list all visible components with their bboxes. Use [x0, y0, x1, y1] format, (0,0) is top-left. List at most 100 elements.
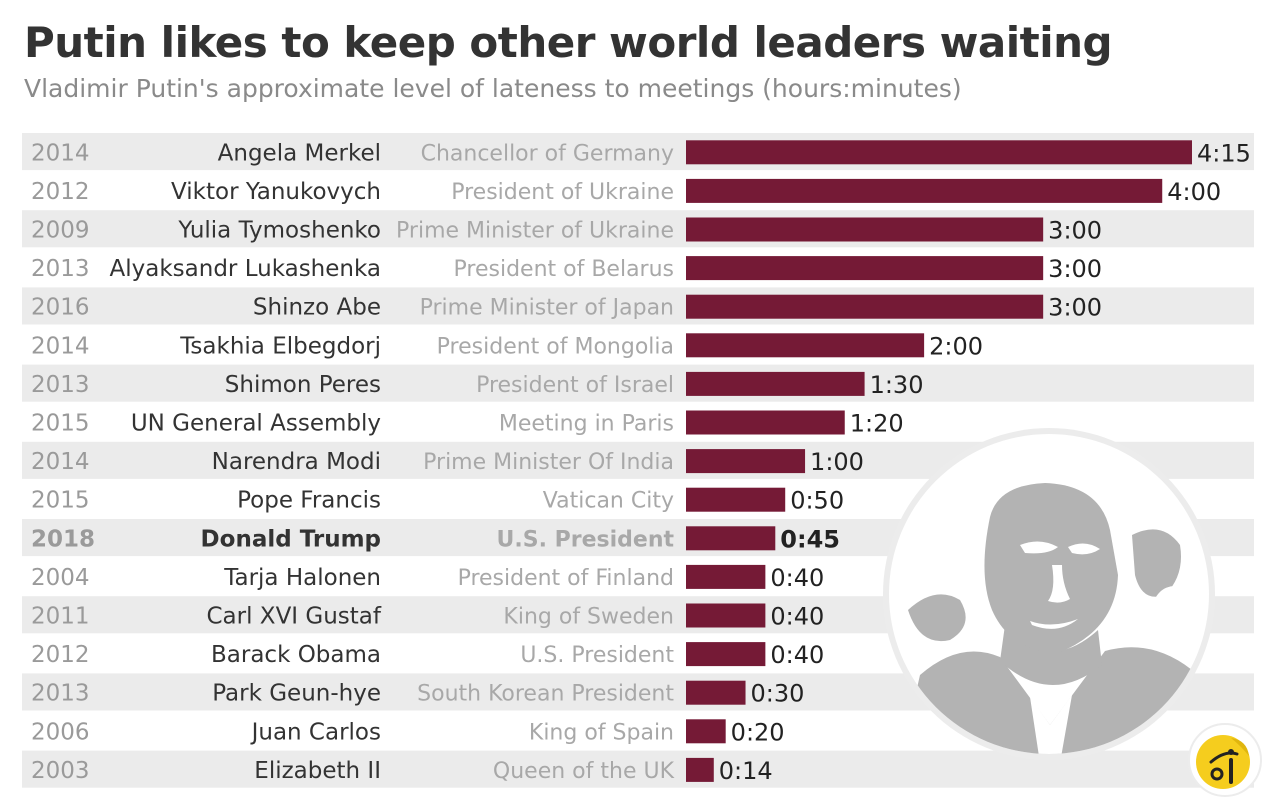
chart-rows: 2014 Angela Merkel Chancellor of Germany 4:… [31, 139, 1251, 785]
lateness-bar [686, 603, 766, 628]
role-label: Chancellor of Germany [421, 141, 674, 166]
chart-row: 2011 Carl XVI Gustaf King of Sweden 0:40 [31, 603, 824, 631]
year-label: 2012 [31, 642, 90, 668]
chart-row: 2012 Barack Obama U.S. President 0:40 [31, 641, 824, 669]
value-label: 0:14 [719, 757, 773, 785]
role-label: Vatican City [543, 489, 674, 514]
lateness-bar [686, 371, 865, 396]
lateness-bar [686, 487, 786, 512]
leader-name-label: Carl XVI Gustaf [207, 604, 382, 630]
value-label: 2:00 [929, 332, 983, 360]
leader-name-label: Angela Merkel [218, 140, 381, 166]
lateness-bar [686, 333, 925, 358]
leader-name-label: Park Geun-hye [212, 681, 381, 707]
role-label: Prime Minister Of India [423, 450, 674, 475]
row-band [22, 210, 1254, 248]
year-label: 2014 [31, 333, 90, 359]
lateness-bar [686, 140, 1192, 165]
leader-name-label: Tsakhia Elbegdorj [179, 333, 381, 359]
role-label: President of Mongolia [437, 334, 674, 359]
leader-name-label: Pope Francis [237, 488, 381, 514]
role-label: King of Sweden [503, 605, 674, 630]
year-label: 2016 [31, 295, 90, 321]
year-label: 2015 [31, 411, 90, 437]
lateness-bar [686, 410, 845, 435]
role-label: South Korean President [417, 682, 674, 707]
lateness-bar [686, 680, 746, 705]
role-label: President of Belarus [454, 257, 674, 282]
lateness-bar [686, 217, 1044, 242]
lateness-bar [686, 256, 1044, 281]
chart-row: 2014 Tsakhia Elbegdorj President of Mongol… [31, 332, 983, 360]
leader-name-label: Alyaksandr Lukashenka [110, 256, 381, 282]
lateness-bar [686, 294, 1044, 319]
year-label: 2018 [31, 526, 95, 552]
chart-row: 2014 Narendra Modi Prime Minister Of India… [31, 448, 864, 476]
leader-name-label: Yulia Tymoshenko [177, 218, 381, 244]
leader-name-label: Shinzo Abe [253, 295, 381, 321]
value-label: 1:30 [870, 371, 924, 399]
chart-row: 2012 Viktor Yanukovych President of Ukrain… [31, 178, 1221, 206]
year-label: 2014 [31, 449, 90, 475]
role-label: Prime Minister of Japan [420, 296, 674, 321]
lateness-bar [686, 178, 1163, 203]
value-label: 3:00 [1048, 294, 1102, 322]
year-label: 2004 [31, 565, 90, 591]
leader-name-label: UN General Assembly [131, 411, 381, 437]
brand-logo-icon [1185, 720, 1265, 802]
chart-title: Putin likes to keep other world leaders … [24, 18, 1113, 67]
chart-row: 2013 Shimon Peres President of Israel 1:30 [31, 371, 923, 399]
chart-subtitle: Vladimir Putin's approximate level of la… [24, 74, 962, 103]
lateness-bar [686, 719, 726, 744]
role-label: Prime Minister of Ukraine [396, 219, 674, 244]
lateness-bar [686, 642, 766, 667]
value-label: 0:20 [731, 718, 785, 746]
year-label: 2011 [31, 604, 90, 630]
value-label: 3:00 [1048, 255, 1102, 283]
year-label: 2012 [31, 179, 90, 205]
chart-row: 2014 Angela Merkel Chancellor of Germany 4:… [31, 139, 1251, 167]
chart-row: 2009 Yulia Tymoshenko Prime Minister of Uk… [31, 217, 1102, 245]
chart-row: 2013 Park Geun-hye South Korean President 0… [31, 680, 804, 708]
leader-name-label: Barack Obama [211, 642, 381, 668]
value-label: 1:00 [810, 448, 864, 476]
value-label: 4:15 [1197, 139, 1251, 167]
lateness-bar [686, 564, 766, 589]
value-label: 0:40 [770, 641, 824, 669]
leader-name-label: Viktor Yanukovych [171, 179, 381, 205]
chart-row: 2003 Elizabeth II Queen of the UK 0:14 [31, 757, 773, 785]
row-band [22, 287, 1254, 325]
year-label: 2014 [31, 140, 90, 166]
role-label: Queen of the UK [493, 759, 675, 784]
putin-portrait-image [880, 425, 1218, 767]
value-label: 0:45 [780, 525, 840, 553]
value-label: 0:30 [751, 680, 805, 708]
leader-name-label: Narendra Modi [212, 449, 381, 475]
leader-name-label: Tarja Halonen [223, 565, 381, 591]
role-label: President of Ukraine [451, 180, 674, 205]
role-label: Meeting in Paris [499, 412, 674, 437]
lateness-bar [686, 449, 806, 474]
year-label: 2015 [31, 488, 90, 514]
leader-name-label: Donald Trump [201, 526, 381, 552]
value-label: 0:50 [790, 487, 844, 515]
leader-name-label: Shimon Peres [225, 372, 381, 398]
year-label: 2009 [31, 218, 90, 244]
chart-row: 2004 Tarja Halonen President of Finland 0:4… [31, 564, 824, 592]
chart-row: 2015 UN General Assembly Meeting in Paris 1… [31, 410, 904, 438]
year-label: 2013 [31, 256, 90, 282]
value-label: 4:00 [1167, 178, 1221, 206]
role-label: President of Israel [476, 373, 674, 398]
value-label: 1:20 [850, 410, 904, 438]
chart-row: 2018 Donald Trump U.S. President 0:45 [31, 525, 840, 553]
row-bands [22, 133, 1254, 788]
value-label: 0:40 [770, 603, 824, 631]
row-band [22, 364, 1254, 402]
leader-name-label: Juan Carlos [250, 719, 381, 745]
year-label: 2003 [31, 758, 90, 784]
chart-row: 2015 Pope Francis Vatican City 0:50 [31, 487, 844, 515]
role-label: King of Spain [529, 720, 674, 745]
leader-name-label: Elizabeth II [254, 758, 381, 784]
chart-row: 2016 Shinzo Abe Prime Minister of Japan 3:0… [31, 294, 1102, 322]
